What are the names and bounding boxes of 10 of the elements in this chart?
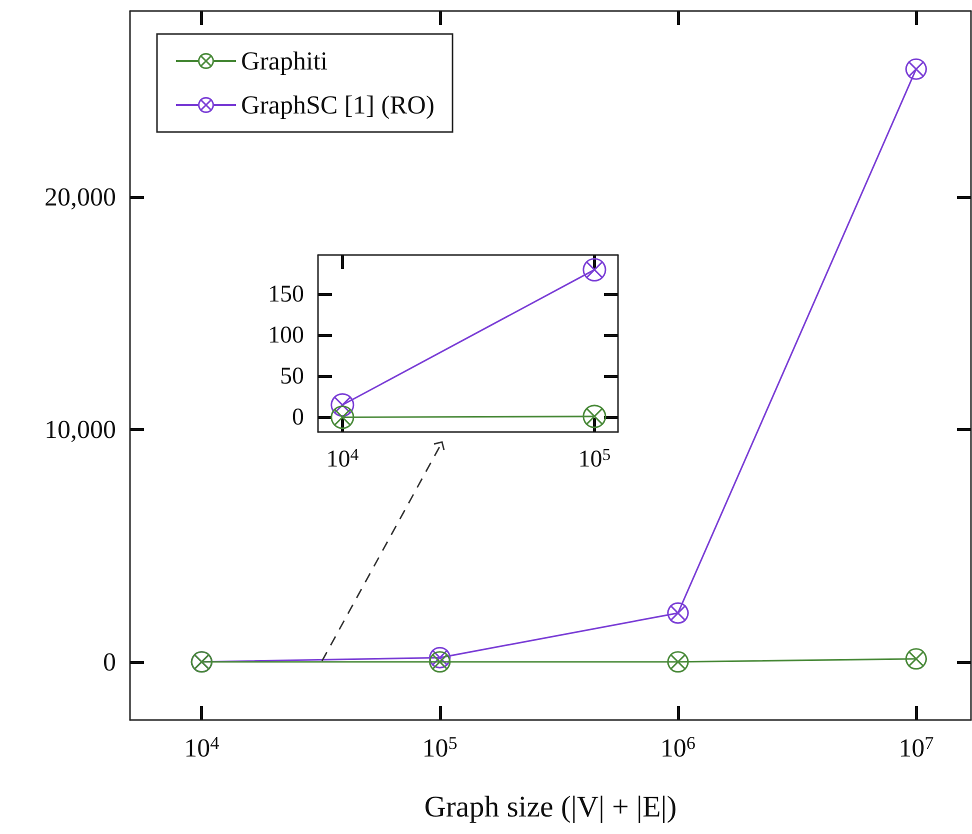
x-axis-title: Graph size (|V| + |E|) [424,790,677,824]
y-tick-label: 0 [292,404,304,430]
y-tick-label: 50 [280,363,304,390]
y-tick-label: 20,000 [44,182,116,212]
y-tick-label: 10,000 [44,414,116,444]
y-tick-label: 0 [103,647,116,676]
legend-label: Graphiti [241,46,328,76]
legend-label: GraphSC [1] (RO) [241,90,435,120]
y-tick-label: 100 [268,322,304,348]
y-tick-label: 150 [268,281,304,308]
